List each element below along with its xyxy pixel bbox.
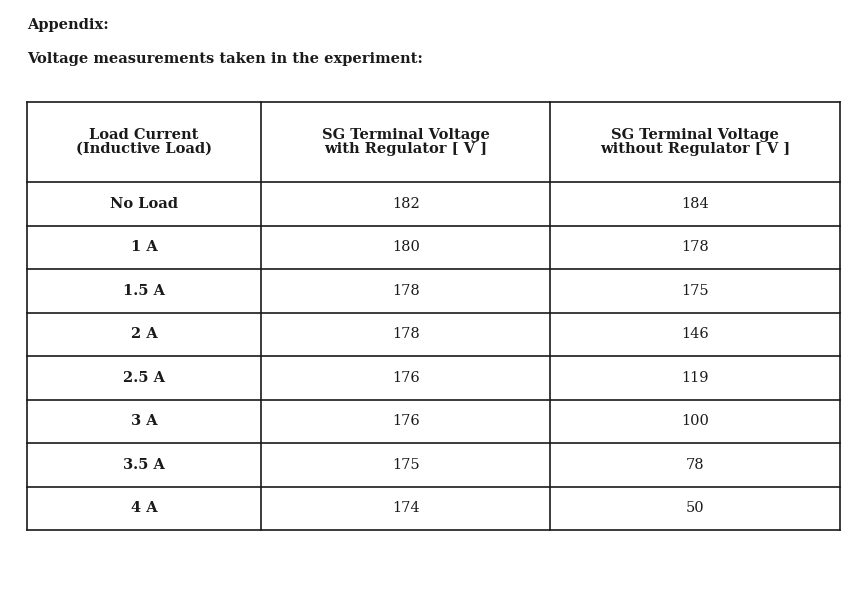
Text: 100: 100 bbox=[681, 414, 709, 429]
Text: without Regulator [ V ]: without Regulator [ V ] bbox=[600, 142, 791, 156]
Text: 180: 180 bbox=[391, 240, 419, 254]
Text: 174: 174 bbox=[392, 501, 419, 516]
Text: 2 A: 2 A bbox=[130, 327, 157, 342]
Text: Appendix:: Appendix: bbox=[27, 18, 108, 32]
Text: 178: 178 bbox=[391, 284, 419, 298]
Text: 175: 175 bbox=[681, 284, 709, 298]
Text: 1 A: 1 A bbox=[130, 240, 157, 254]
Text: 1.5 A: 1.5 A bbox=[123, 284, 165, 298]
Text: 178: 178 bbox=[681, 240, 709, 254]
Text: 146: 146 bbox=[681, 327, 709, 342]
Text: No Load: No Load bbox=[110, 197, 178, 211]
Text: 176: 176 bbox=[391, 414, 419, 429]
Text: 2.5 A: 2.5 A bbox=[123, 371, 165, 385]
Text: 78: 78 bbox=[686, 458, 705, 472]
Text: SG Terminal Voltage: SG Terminal Voltage bbox=[611, 128, 779, 142]
Text: 50: 50 bbox=[686, 501, 705, 516]
Text: 184: 184 bbox=[681, 197, 709, 211]
Text: Load Current: Load Current bbox=[89, 128, 199, 142]
Text: 176: 176 bbox=[391, 371, 419, 385]
Text: 178: 178 bbox=[391, 327, 419, 342]
Text: 182: 182 bbox=[391, 197, 419, 211]
Text: 175: 175 bbox=[392, 458, 419, 472]
Text: 3 A: 3 A bbox=[131, 414, 157, 429]
Text: SG Terminal Voltage: SG Terminal Voltage bbox=[322, 128, 490, 142]
Text: 3.5 A: 3.5 A bbox=[123, 458, 165, 472]
Text: Voltage measurements taken in the experiment:: Voltage measurements taken in the experi… bbox=[27, 52, 423, 66]
Text: 119: 119 bbox=[681, 371, 709, 385]
Text: with Regulator [ V ]: with Regulator [ V ] bbox=[324, 142, 487, 156]
Text: (Inductive Load): (Inductive Load) bbox=[76, 142, 212, 156]
Text: 4 A: 4 A bbox=[131, 501, 157, 516]
